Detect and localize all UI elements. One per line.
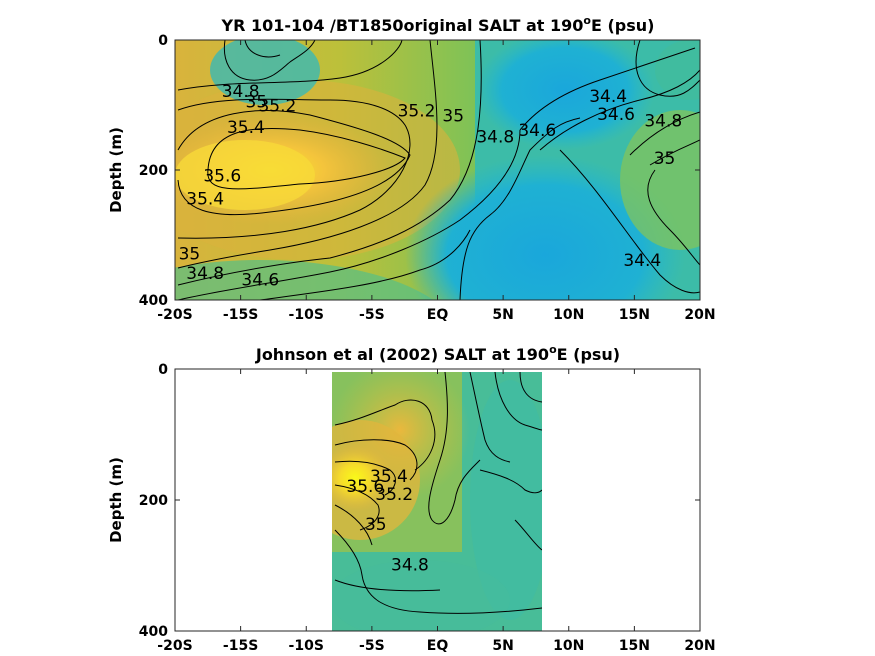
bottom-x-tick-label: 15N bbox=[619, 638, 650, 654]
top-contour-label: 34.4 bbox=[589, 87, 627, 107]
top-x-axis: -20S -15S -10S -5S EQ 5N 10N 15N 20N bbox=[157, 40, 716, 323]
bottom-x-axis: -20S -15S -10S -5S EQ 5N 10N 15N 20N bbox=[157, 369, 716, 654]
top-x-tick-label: 10N bbox=[553, 307, 584, 323]
bottom-y-tick-label: 0 bbox=[158, 362, 168, 378]
top-contour-label: 35 bbox=[654, 149, 676, 169]
bottom-x-tick-label: EQ bbox=[427, 638, 449, 654]
top-contour-label: 35 bbox=[246, 92, 268, 112]
bottom-panel: Johnson et al (2002) SALT at 190oE (psu) bbox=[107, 343, 716, 654]
top-y-tick-label: 0 bbox=[158, 33, 168, 49]
top-contour-label: 35 bbox=[442, 107, 464, 127]
top-contour-label: 34.6 bbox=[241, 271, 279, 291]
top-x-tick-label: 5N bbox=[492, 307, 513, 323]
bottom-contour-labels: 35.635.435.2 35 34.8 bbox=[346, 467, 428, 575]
top-contour-label: 34.6 bbox=[518, 121, 556, 141]
top-contour-label: 35.4 bbox=[186, 189, 224, 209]
bottom-x-tick-label: 10N bbox=[553, 638, 584, 654]
top-contour-label: 35 bbox=[179, 245, 201, 265]
top-contour-label: 35.6 bbox=[203, 167, 241, 187]
bottom-contour-label: 35.2 bbox=[375, 485, 413, 505]
top-contour-label: 34.8 bbox=[476, 128, 514, 148]
bottom-x-tick-label: -5S bbox=[359, 638, 385, 654]
bottom-y-tick-label: 400 bbox=[139, 624, 168, 640]
bottom-x-tick-label: 20N bbox=[684, 638, 715, 654]
top-x-tick-label: -5S bbox=[359, 307, 385, 323]
top-y-tick-label: 400 bbox=[139, 293, 168, 309]
top-x-tick-label: -15S bbox=[223, 307, 258, 323]
bottom-y-axis: 0 200 400 bbox=[139, 362, 700, 640]
top-salinity-field bbox=[175, 40, 700, 300]
top-contour-label: 35.2 bbox=[398, 102, 436, 122]
top-x-tick-label: 20N bbox=[684, 307, 715, 323]
top-x-tick-label: EQ bbox=[427, 307, 449, 323]
bottom-x-tick-label: -20S bbox=[157, 638, 192, 654]
bottom-x-tick-label: -15S bbox=[223, 638, 258, 654]
top-x-tick-label: -10S bbox=[289, 307, 324, 323]
top-contour-label: 34.8 bbox=[644, 111, 682, 131]
top-title: YR 101-104 /BT1850original SALT at 190oE… bbox=[221, 14, 655, 35]
top-contour-label: 34.8 bbox=[222, 82, 260, 102]
top-contour-label: 35.4 bbox=[227, 118, 265, 138]
top-contour-lines bbox=[177, 40, 700, 300]
bottom-title: Johnson et al (2002) SALT at 190oE (psu) bbox=[255, 343, 620, 364]
top-y-axis: 0 200 400 bbox=[139, 33, 700, 309]
top-x-tick-label: 15N bbox=[619, 307, 650, 323]
top-y-axis-label: Depth (m) bbox=[107, 127, 125, 213]
top-contour-label: 34.8 bbox=[186, 264, 224, 284]
top-y-tick-label: 200 bbox=[139, 163, 168, 179]
bottom-contour-label: 35.6 bbox=[346, 477, 384, 497]
bottom-x-tick-label: -10S bbox=[289, 638, 324, 654]
top-contour-label: 34.6 bbox=[597, 105, 635, 125]
bottom-x-tick-label: 5N bbox=[492, 638, 513, 654]
top-panel: YR 101-104 /BT1850original SALT at 190oE… bbox=[107, 14, 716, 323]
bottom-contour-lines bbox=[334, 372, 542, 614]
bottom-y-axis-label: Depth (m) bbox=[107, 457, 125, 543]
bottom-contour-label: 35.4 bbox=[370, 467, 408, 487]
top-contour-label: 35.2 bbox=[258, 96, 296, 116]
bottom-y-tick-label: 200 bbox=[139, 493, 168, 509]
top-contour-label: 34.4 bbox=[623, 251, 661, 271]
bottom-salinity-field bbox=[332, 372, 542, 631]
top-x-tick-label: -20S bbox=[157, 307, 192, 323]
bottom-contour-label: 35 bbox=[365, 515, 387, 535]
bottom-contour-label: 34.8 bbox=[391, 556, 429, 576]
